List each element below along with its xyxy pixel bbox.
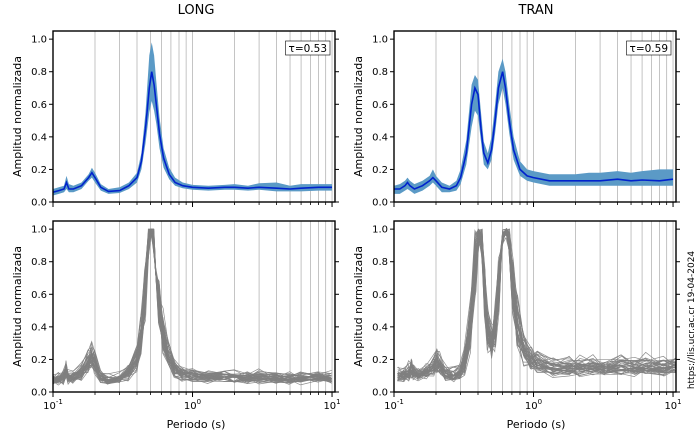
x-tick-label: 101 (323, 398, 340, 412)
record-line (398, 230, 676, 379)
axes-frame (393, 220, 677, 393)
panel-3: 0.0 0.2 0.4 0.6 0.8 1.0 10-1 100 101 Amplitud nor… (11, 220, 341, 412)
y-tick-label: 1.0 (31, 225, 47, 236)
title-tran: TRAN (517, 3, 553, 18)
y-tick-label: 0.4 (31, 132, 47, 143)
tau-label: τ=0.59 (630, 43, 669, 55)
record-line (398, 228, 676, 383)
record-line (398, 228, 676, 380)
y-tick-label: 0.0 (372, 388, 388, 399)
record-line (53, 228, 333, 382)
plot-area (53, 228, 333, 386)
std-band (394, 58, 673, 194)
x-tick-label: 10-1 (43, 398, 63, 412)
panel-4: 0.0 0.2 0.4 0.6 0.8 1.0 10-1 100 101 Amplitud nor… (352, 220, 682, 412)
y-tick-label: 0.6 (372, 100, 388, 111)
axes-frame (52, 30, 336, 203)
panels: τ=0.53 0.0 0.2 0.4 0.6 0.8 1.0 Amplitud normali… (11, 30, 682, 412)
xlabel-left: Periodo (s) (167, 418, 226, 431)
y-tick-label: 0.8 (31, 257, 47, 268)
mean-line (53, 71, 332, 193)
record-line (397, 228, 676, 376)
tau-annotation: τ=0.59 (626, 40, 672, 56)
y-axis-label: Amplitud normalizada (352, 246, 365, 367)
axes-frame (52, 220, 336, 393)
plot-area (394, 58, 674, 194)
plot-area (396, 227, 676, 383)
title-long: LONG (178, 3, 215, 18)
x-tick-label: 101 (664, 398, 681, 412)
axes-frame (393, 30, 677, 203)
record-line (53, 229, 333, 384)
y-tick-label: 0.4 (31, 322, 47, 333)
tau-annotation: τ=0.53 (285, 40, 331, 56)
panel-2: τ=0.59 0.0 0.2 0.4 0.6 0.8 1.0 Amplitud normali… (352, 30, 680, 209)
record-line (398, 228, 676, 382)
mean-line (394, 71, 674, 190)
xlabel-right: Periodo (s) (507, 418, 566, 431)
record-line (397, 229, 676, 380)
record-line (397, 229, 676, 377)
y-tick-label: 1.0 (31, 35, 47, 46)
y-tick-label: 0.0 (372, 198, 388, 209)
y-tick-label: 0.8 (372, 67, 388, 78)
panel-1: τ=0.53 0.0 0.2 0.4 0.6 0.8 1.0 Amplitud normali… (11, 30, 339, 209)
tau-label: τ=0.53 (289, 43, 328, 55)
y-tick-label: 1.0 (372, 225, 388, 236)
x-tick-label: 100 (525, 398, 542, 412)
y-tick-label: 0.4 (372, 322, 388, 333)
record-line (397, 227, 676, 380)
y-tick-label: 0.0 (31, 388, 47, 399)
y-tick-label: 0.2 (372, 355, 388, 366)
y-tick-label: 0.8 (372, 257, 388, 268)
y-tick-label: 0.6 (31, 100, 47, 111)
y-axis-label: Amplitud normalizada (11, 56, 24, 177)
y-tick-label: 0.2 (31, 165, 47, 176)
y-tick-label: 0.0 (31, 198, 47, 209)
y-tick-label: 1.0 (372, 35, 388, 46)
y-tick-label: 0.6 (31, 290, 47, 301)
y-tick-label: 0.8 (31, 67, 47, 78)
x-tick-label: 10-1 (384, 398, 404, 412)
y-tick-label: 0.6 (372, 290, 388, 301)
watermark: https://lis.ucr.ac.cr 19-04-2024 (687, 251, 697, 390)
x-tick-label: 100 (184, 398, 201, 412)
y-tick-label: 0.2 (372, 165, 388, 176)
plot-area (53, 42, 332, 196)
y-axis-label: Amplitud normalizada (11, 246, 24, 367)
y-tick-label: 0.4 (372, 132, 388, 143)
y-axis-label: Amplitud normalizada (352, 56, 365, 177)
y-tick-label: 0.2 (31, 355, 47, 366)
